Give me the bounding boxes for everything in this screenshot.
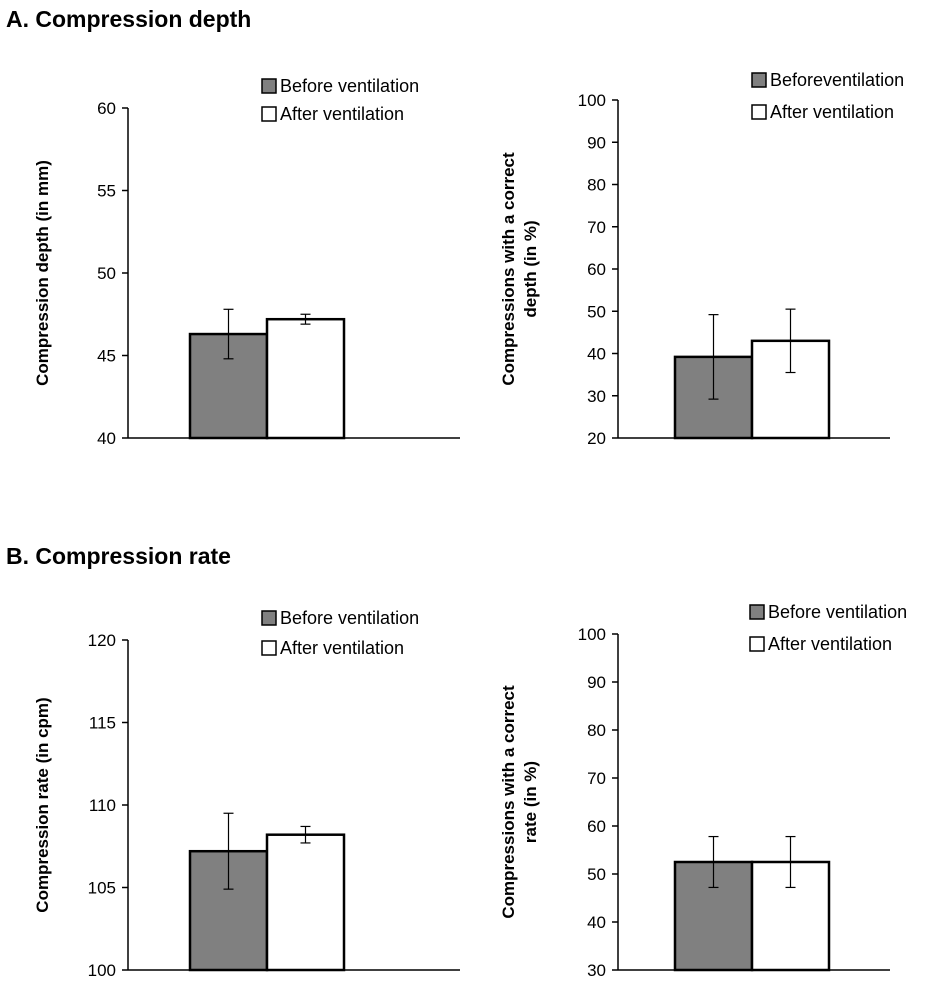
- y-tick-label: 55: [97, 182, 116, 201]
- section-title-compression-rate: B. Compression rate: [6, 543, 231, 569]
- y-tick-label: 60: [587, 817, 606, 836]
- chart-correct-depth-percent: 20 30 40 50 60 70 80 90 100 Beforeventilation Afte…: [499, 70, 904, 448]
- y-tick-label: 90: [587, 673, 606, 692]
- y-tick-label: 60: [97, 99, 116, 118]
- chart-correct-rate-percent: 30 40 50 60 70 80 90 100 Before ventilation After…: [499, 602, 907, 980]
- legend-swatch-before: [261, 610, 277, 626]
- y-tick-label: 70: [587, 218, 606, 237]
- y-tick-label: 30: [587, 961, 606, 980]
- y-tick-label: 120: [88, 631, 116, 650]
- section-title-compression-depth: A. Compression depth: [6, 6, 252, 32]
- y-tick-label: 100: [578, 91, 606, 110]
- y-tick-label: 50: [587, 302, 606, 321]
- legend-label-before: Beforeventilation: [770, 70, 904, 90]
- y-tick-label: 40: [97, 429, 116, 448]
- legend-label-after: After ventilation: [280, 104, 404, 124]
- legend-swatch-before: [261, 78, 277, 94]
- y-tick-label: 30: [587, 387, 606, 406]
- y-axis-label: depth (in %): [521, 220, 540, 317]
- y-axis-label: Compression depth (in mm): [33, 160, 52, 386]
- y-axis-label: rate (in %): [521, 761, 540, 843]
- legend-label-before: Before ventilation: [768, 602, 907, 622]
- y-tick-label: 100: [578, 625, 606, 644]
- y-tick-label: 90: [587, 133, 606, 152]
- y-tick-label: 50: [97, 264, 116, 283]
- y-tick-label: 40: [587, 913, 606, 932]
- legend-swatch-before: [749, 604, 765, 620]
- y-tick-label: 80: [587, 176, 606, 195]
- legend-swatch-before: [751, 72, 767, 88]
- legend-swatch-after: [261, 106, 277, 122]
- y-tick-label: 20: [587, 429, 606, 448]
- y-axis-label: Compressions with a correct: [499, 685, 518, 919]
- y-tick-label: 100: [88, 961, 116, 980]
- y-tick-label: 40: [587, 345, 606, 364]
- y-tick-label: 110: [89, 796, 116, 815]
- legend-label-after: After ventilation: [280, 638, 404, 658]
- legend-label-after: After ventilation: [770, 102, 894, 122]
- y-tick-label: 45: [97, 347, 116, 366]
- y-tick-label: 50: [587, 865, 606, 884]
- legend-swatch-after: [751, 104, 767, 120]
- bar-after: [265, 833, 346, 972]
- y-axis-label: Compressions with a correct: [499, 152, 518, 386]
- chart-compression-rate: 100 105 110 115 120 Before ventilation After v…: [33, 608, 460, 980]
- y-tick-label: 60: [587, 260, 606, 279]
- legend-label-before: Before ventilation: [280, 76, 419, 96]
- y-tick-label: 115: [89, 714, 116, 733]
- legend-swatch-after: [749, 636, 765, 652]
- legend-label-before: Before ventilation: [280, 608, 419, 628]
- bar-after: [265, 317, 346, 440]
- y-tick-label: 105: [88, 879, 116, 898]
- legend-swatch-after: [261, 640, 277, 656]
- legend-label-after: After ventilation: [768, 634, 892, 654]
- y-tick-label: 80: [587, 721, 606, 740]
- chart-compression-depth: 40 45 50 55 60 Before ventilation After ventil…: [33, 76, 460, 448]
- y-tick-label: 70: [587, 769, 606, 788]
- y-axis-label: Compression rate (in cpm): [33, 697, 52, 912]
